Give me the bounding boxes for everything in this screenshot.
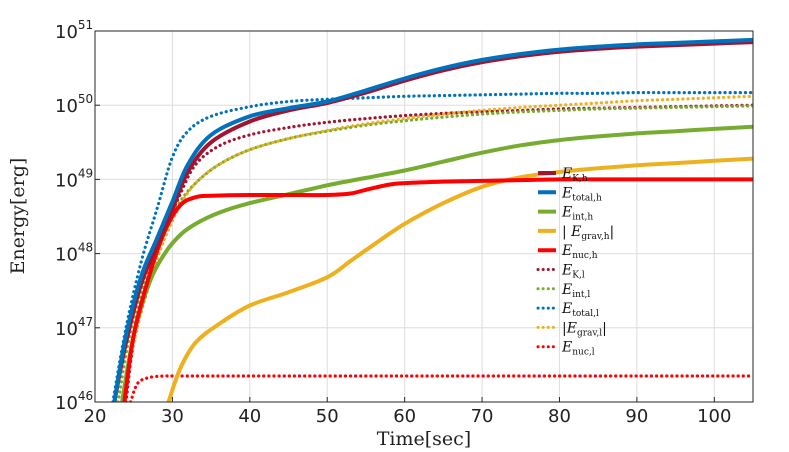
series-line-int-h-solid	[120, 124, 753, 402]
series-line-grav-l-dotted	[120, 94, 753, 402]
series-line-nuc-h-solid	[122, 177, 753, 402]
legend-label: Etotal,l	[561, 301, 599, 319]
y-tick-label: 1050	[55, 92, 93, 117]
y-tick-label: 1049	[55, 166, 93, 191]
series-line-nuc-l-dotted	[129, 374, 753, 402]
x-tick-label: 60	[393, 406, 416, 427]
series-group	[111, 37, 753, 402]
legend-label: |Egrav,l|	[562, 320, 607, 338]
series-line-int-l-dotted	[116, 104, 753, 402]
legend-label: Eint,l	[561, 282, 590, 300]
x-axis-label: Time[sec]	[377, 428, 471, 450]
legend-label: EK,l	[561, 263, 585, 281]
x-tick-label: 20	[84, 406, 107, 427]
legend-label: Etotal,h	[561, 185, 602, 203]
x-tick-label: 70	[471, 406, 494, 427]
y-tick-label: 1048	[55, 241, 93, 266]
x-tick-label: 40	[238, 406, 261, 427]
legend-label: Enuc,h	[561, 243, 598, 261]
x-tick-label: 90	[625, 406, 648, 427]
series-line-grav-h-solid	[166, 156, 753, 402]
x-tick-label: 100	[697, 406, 731, 427]
series-line-k-h-solid	[112, 40, 753, 402]
y-tick-label: 1046	[55, 389, 93, 414]
series-line-total-h-solid	[112, 37, 753, 402]
legend-label: EK,h	[561, 166, 588, 184]
plot-frame	[94, 30, 754, 403]
ticks: 20 30 40 50 60 70 80 90 100 1046 1047 1048 1049 1050 1…	[55, 18, 731, 427]
y-axis-label: Energy[erg]	[7, 158, 29, 275]
legend-label: | Egrav,h|	[562, 224, 614, 242]
legend-label: Eint,h	[561, 205, 593, 223]
series-line-total-l-dotted	[111, 90, 753, 402]
legend-label: Enuc,l	[561, 340, 595, 358]
x-tick-label: 50	[316, 406, 339, 427]
y-tick-label: 1051	[55, 18, 93, 43]
y-tick-label: 1047	[55, 315, 93, 340]
x-tick-label: 30	[161, 406, 184, 427]
x-tick-label: 80	[548, 406, 571, 427]
